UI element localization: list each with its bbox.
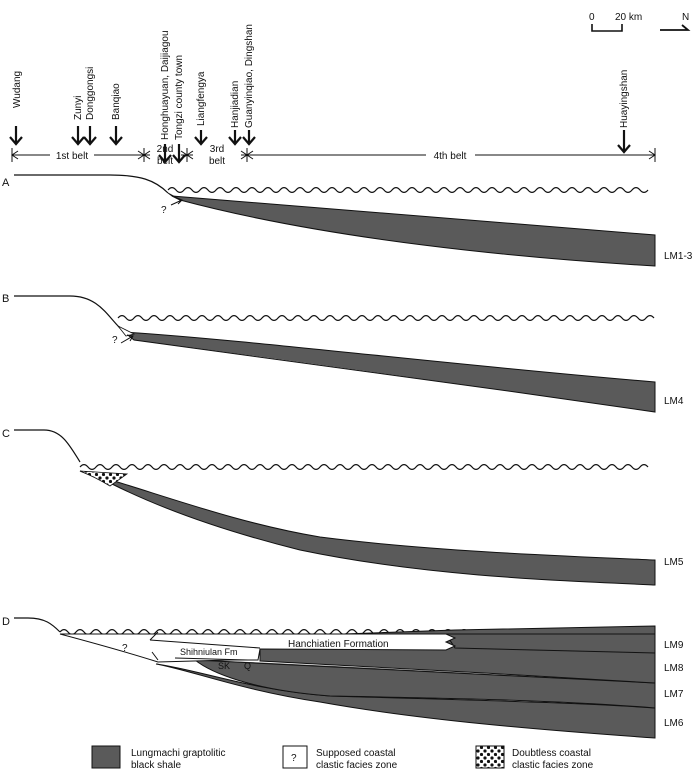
down-arrow-icon xyxy=(228,130,242,146)
down-arrow-icon xyxy=(617,130,631,154)
down-arrow-icon xyxy=(109,126,123,146)
locality-label: Hanjiadian xyxy=(230,81,241,128)
legend-swatch-supposed-clastic xyxy=(282,745,308,769)
legend-swatch-black-shale xyxy=(91,745,121,769)
formation-label-sk: SK xyxy=(218,661,230,671)
query-arrow-icon xyxy=(170,197,183,206)
legend-label: Doubtless coastal xyxy=(512,748,591,759)
panel-letter: D xyxy=(2,616,10,628)
north-label: N xyxy=(682,12,689,23)
locality-label: Zunyi xyxy=(73,96,84,120)
locality-label: Guanyinqiao, Dingshan xyxy=(244,24,255,128)
black-shale-layer-lm7 xyxy=(193,659,656,709)
locality-label: Banqiao xyxy=(111,83,122,120)
panel-letter: B xyxy=(2,293,9,305)
panel-letter: A xyxy=(2,177,10,189)
unconformity-line xyxy=(79,464,649,470)
legend-label: Lungmachi graptolitic xyxy=(131,748,226,759)
locality-label: Tongzi county town xyxy=(174,55,185,140)
formation-label-q: Q xyxy=(244,661,251,671)
north-arrow: N xyxy=(660,12,691,31)
legend: Lungmachi graptolitic black shale ? Supp… xyxy=(91,745,594,771)
query-mark: ? xyxy=(161,205,167,216)
formation-label-shihniulan: Shihniulan Fm xyxy=(180,647,238,657)
legend-item-supposed-clastic: ? Supposed coastal clastic facies zone xyxy=(282,745,398,771)
black-shale-layer xyxy=(171,195,656,267)
legend-label: black shale xyxy=(131,760,181,771)
down-arrow-icon xyxy=(71,126,85,146)
legend-item-doubtless-clastic: Doubtless coastal clastic facies zone xyxy=(475,745,594,771)
scale-zero-label: 0 xyxy=(589,12,595,23)
legend-item-black-shale: Lungmachi graptolitic black shale xyxy=(91,745,226,771)
scale-bar: 0 20 km xyxy=(589,12,642,32)
locality-label: Liangfengya xyxy=(196,71,207,126)
black-shale-layer xyxy=(122,331,656,413)
north-arrow-icon xyxy=(660,24,691,31)
locality-labels: Wudang Zunyi Donggongsi Banqiao Honghuay… xyxy=(12,24,630,140)
locality-label: Donggongsi xyxy=(85,67,96,120)
doubtless-clastic-zone xyxy=(79,470,129,487)
panel-c: C LM5 xyxy=(2,428,684,586)
layer-label: LM8 xyxy=(664,663,684,674)
belt-label-4: 4th belt xyxy=(434,151,467,162)
legend-label: clastic facies zone xyxy=(316,760,398,771)
supposed-clastic-zone xyxy=(117,325,136,337)
unconformity-line xyxy=(167,187,649,193)
basin-profile xyxy=(14,295,125,333)
layer-label: LM1-3 xyxy=(664,251,693,262)
down-arrow-icon xyxy=(83,126,97,146)
layer-label: LM9 xyxy=(664,640,684,651)
black-shale-layer xyxy=(79,470,656,586)
locality-label: Wudang xyxy=(12,71,23,108)
basin-profile xyxy=(14,174,169,194)
unconformity-line xyxy=(117,315,655,321)
legend-label: Supposed coastal xyxy=(316,748,396,759)
belt-brackets xyxy=(11,148,656,162)
belt-label-2: 2nd xyxy=(157,144,174,155)
layer-label: LM7 xyxy=(664,689,684,700)
locality-arrows xyxy=(9,126,631,164)
black-shale-layer-lm9 xyxy=(445,633,656,654)
down-arrow-icon xyxy=(194,130,208,146)
down-arrow-icon xyxy=(242,130,256,146)
formation-boundary xyxy=(149,631,261,661)
basin-profile xyxy=(14,617,61,633)
belt-label-3b: belt xyxy=(209,156,225,167)
legend-swatch-symbol: ? xyxy=(291,753,297,764)
layer-label: LM4 xyxy=(664,396,684,407)
query-mark: ? xyxy=(112,335,118,346)
panel-letter: C xyxy=(2,428,10,440)
query-mark: ? xyxy=(122,643,128,654)
basin-profile xyxy=(14,429,81,463)
locality-label: Honghuayuan, Daijiagou xyxy=(160,30,171,140)
layer-label: LM6 xyxy=(664,718,684,729)
formation-label-hanchiatien: Hanchiatien Formation xyxy=(288,639,389,650)
belt-labels: 1st belt 2nd belt 3rd belt 4th belt xyxy=(56,144,467,167)
locality-label: Huayingshan xyxy=(619,70,630,128)
layer-label: LM5 xyxy=(664,557,684,568)
panel-d: D ? Hanchiatien Formation Shihniulan Fm … xyxy=(2,616,684,739)
panel-b: B ? LM4 xyxy=(2,293,684,413)
belt-label-3: 3rd xyxy=(210,144,224,155)
down-arrow-icon xyxy=(158,144,172,164)
legend-swatch-doubtless-clastic xyxy=(475,745,505,769)
legend-label: clastic facies zone xyxy=(512,760,594,771)
query-arrow-icon xyxy=(120,334,134,344)
belt-label-1: 1st belt xyxy=(56,151,88,162)
scale-bar-line xyxy=(591,24,623,32)
panel-a: A ? LM1-3 xyxy=(2,174,693,267)
scale-distance-label: 20 km xyxy=(615,12,642,23)
belt-label-2b: belt xyxy=(157,156,173,167)
down-arrow-icon xyxy=(9,126,23,146)
